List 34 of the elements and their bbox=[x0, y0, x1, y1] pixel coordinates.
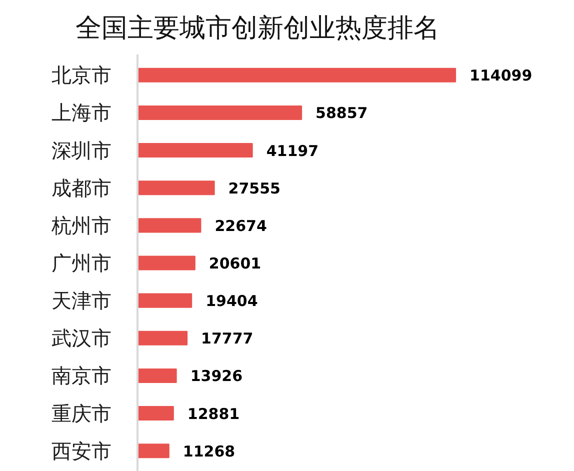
data-label: 12881 bbox=[187, 404, 240, 423]
data-label: 41197 bbox=[266, 142, 319, 160]
data-label: 22674 bbox=[214, 216, 267, 235]
data-label: 20601 bbox=[208, 254, 262, 272]
y-tick-label: 上海市 bbox=[52, 100, 112, 125]
bar bbox=[138, 368, 177, 383]
y-tick-label: 重庆市 bbox=[52, 401, 112, 426]
y-tick-label: 杭州市 bbox=[50, 213, 112, 238]
bar bbox=[138, 444, 170, 458]
bar bbox=[138, 256, 196, 270]
y-tick-label: 南京市 bbox=[52, 364, 112, 388]
bar bbox=[138, 180, 215, 196]
y-tick-label: 北京市 bbox=[52, 63, 112, 88]
data-label: 19404 bbox=[206, 292, 258, 310]
data-label: 17777 bbox=[201, 330, 254, 348]
bar bbox=[138, 293, 192, 308]
bar bbox=[138, 406, 174, 421]
data-label: 11268 bbox=[182, 442, 236, 460]
y-tick-label: 广州市 bbox=[52, 251, 112, 275]
data-label: 27555 bbox=[228, 179, 280, 198]
y-tick-label: 深圳市 bbox=[52, 138, 112, 162]
bar bbox=[138, 143, 253, 158]
y-tick-label: 成都市 bbox=[52, 176, 112, 200]
bar bbox=[138, 218, 202, 233]
chart-title: 全国主要城市创新创业热度排名 bbox=[76, 14, 440, 44]
data-label: 114099 bbox=[470, 66, 532, 85]
data-label: 58857 bbox=[316, 104, 368, 122]
bar bbox=[138, 68, 456, 82]
y-tick-label: 天津市 bbox=[52, 288, 112, 313]
y-tick-label: 武汉市 bbox=[52, 326, 112, 350]
bar bbox=[138, 105, 302, 120]
y-tick-label: 西安市 bbox=[52, 438, 112, 463]
bar bbox=[138, 330, 188, 346]
data-label: 13926 bbox=[190, 367, 243, 386]
